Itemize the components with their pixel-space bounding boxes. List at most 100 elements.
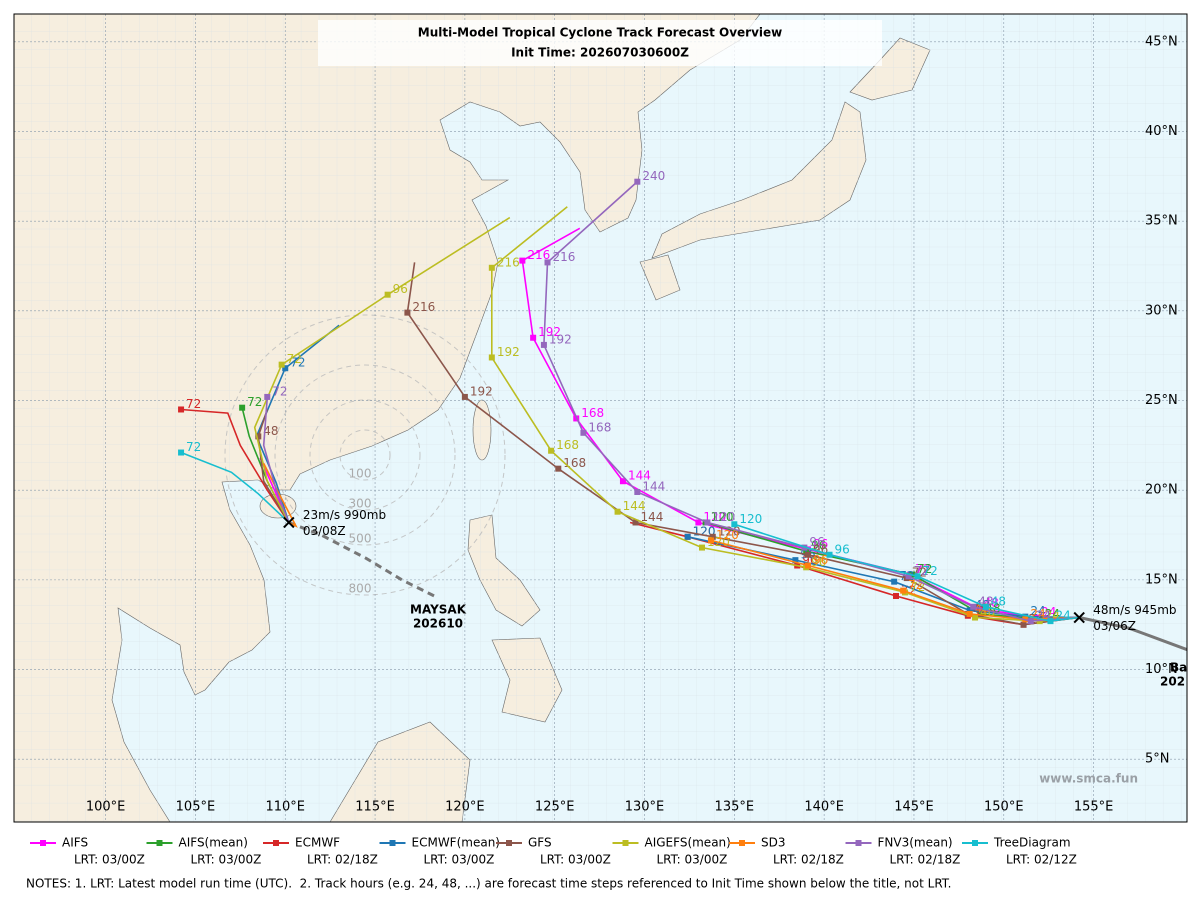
storm-name: MAYSAK [410,603,467,617]
track-point [977,610,984,617]
track-point [684,533,691,540]
legend-label: TreeDiagram [993,836,1071,850]
track-point [731,521,738,528]
x-tick-label: 110°E [265,800,305,815]
track-hour-label: 72 [247,395,262,409]
track-hour-label: 96 [811,555,826,569]
track-hour-label: 120 [739,512,762,526]
storm-time: 03/06Z [1093,619,1136,633]
track-point [255,433,262,440]
track-hour-label: 96 [809,535,824,549]
track-point [239,404,246,411]
track-hour-label: 96 [835,542,850,556]
track-hour-label: 216 [527,248,550,262]
track-hour-label: 72 [272,384,287,398]
legend-lrt: LRT: 03/00Z [540,853,611,867]
track-hour-label: 48 [991,594,1006,608]
minor-grid [14,14,1187,822]
track-point [519,257,526,264]
track-point [632,519,639,526]
legend-lrt: LRT: 03/00Z [74,853,145,867]
track-point [634,178,641,185]
track-hour-label: 24 [1055,609,1070,623]
track-point [488,354,495,361]
track-hour-label: 120 [711,510,734,524]
track-hour-label: 72 [287,352,302,366]
track-point [555,465,562,472]
legend-swatch [622,840,629,846]
track-point [540,341,547,348]
legend-swatch [273,840,279,846]
legend-lrt: LRT: 03/00Z [657,853,728,867]
legend-label: ECMWF(mean) [412,836,500,850]
track-hour-label: 72 [917,562,932,576]
track-hour-label: 96 [813,537,828,551]
track-point [826,551,833,558]
x-tick-label: 155°E [1074,800,1114,815]
track-hour-label: 48 [263,424,278,438]
legend-lrt: LRT: 02/18Z [773,853,844,867]
track-hour-label: 240 [642,169,665,183]
y-tick-label: 30°N [1145,303,1178,318]
x-tick-label: 125°E [535,800,575,815]
track-hour-label: 144 [623,499,646,513]
track-point [178,449,185,456]
storm-name: Ba [1170,661,1187,675]
legend-swatch [855,840,862,846]
x-tick-label: 135°E [715,800,755,815]
track-point [619,478,626,485]
y-tick-label: 15°N [1145,572,1178,587]
track-hour-label: 168 [556,438,579,452]
track-point [404,309,411,316]
track-point [966,607,973,614]
legend-lrt: LRT: 02/12Z [1006,853,1077,867]
forecast-track [734,523,1080,622]
track-point [580,429,587,436]
storm-id: 202 [1160,675,1185,689]
track-hour-label: 96 [393,282,408,296]
track-hour-label: 72 [186,397,201,411]
range-ring-label: 800 [349,582,372,596]
storm-intensity: 48m/s 945mb [1093,603,1176,617]
track-point [966,610,973,617]
track-point [634,488,641,495]
legend-swatch [156,840,163,846]
track-point [461,393,468,400]
track-point [970,603,977,610]
y-tick-label: 20°N [1145,483,1178,498]
track-hour-label: 168 [588,420,611,434]
track-point [803,548,810,555]
track-point [891,578,898,585]
x-tick-label: 150°E [984,800,1024,815]
range-ring-label: 500 [349,532,372,546]
storm-time: 03/08Z [303,524,346,538]
y-tick-label: 35°N [1145,214,1178,229]
storm-intensity: 23m/s 990mb [303,508,386,522]
range-ring-label: 300 [349,497,372,511]
y-tick-label: 25°N [1145,393,1178,408]
track-point [900,587,907,594]
track-hour-label: 192 [497,345,520,359]
past-track [1078,616,1187,652]
track-point [548,447,555,454]
track-hour-label: 216 [497,255,520,269]
track-point [278,361,285,368]
track-point [698,544,705,551]
notes: NOTES: 1. LRT: Latest model run time (UT… [26,877,952,891]
title: Multi-Model Tropical Cyclone Track Forec… [418,26,783,40]
tracks: 24 48 72 96 120 144 168 192 216 24 48 72 96 120 72 24 48… [178,169,1187,652]
storm-position [1073,611,1085,624]
track-point [178,406,185,413]
track-hour-label: 192 [549,332,572,346]
track-point [695,519,702,526]
past-track [288,521,435,598]
track-hour-label: 72 [915,562,930,576]
x-tick-label: 105°E [176,800,216,815]
y-tick-label: 45°N [1145,34,1178,49]
legend-lrt: LRT: 03/00Z [191,853,262,867]
track-hour-label: 72 [290,356,305,370]
storm-position [283,516,295,529]
legend-swatch [506,840,512,846]
track-point [1020,621,1027,628]
